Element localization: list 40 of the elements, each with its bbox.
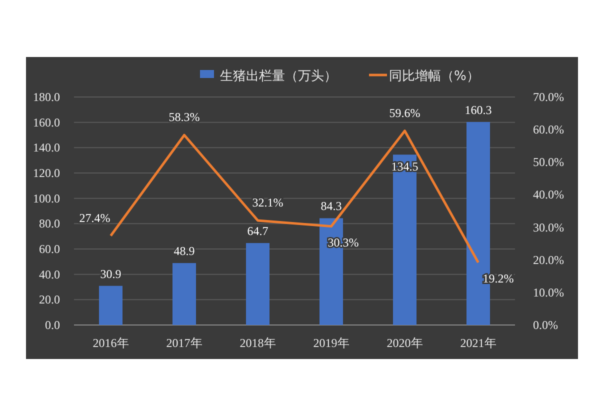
data-label: 58.3% xyxy=(168,110,200,124)
x-tick-label: 2020年 xyxy=(386,336,423,350)
y-tick-label: 140.0 xyxy=(33,140,60,155)
y-tick-label: 160.0 xyxy=(33,115,60,130)
y-tick-label: 100.0 xyxy=(33,191,60,206)
y-tick-label: 80.0 xyxy=(39,216,60,231)
y-tick-label: 180.0 xyxy=(33,90,60,104)
data-label: 48.9 xyxy=(174,244,195,258)
y-tick-label: 40.0 xyxy=(39,267,60,282)
x-tick-label: 2019年 xyxy=(313,336,350,350)
y2-tick-label: 70.0% xyxy=(533,90,564,104)
line-series xyxy=(110,130,480,264)
x-tick-label: 2018年 xyxy=(240,336,276,350)
y2-tick-label: 0.0% xyxy=(533,318,558,332)
data-label: 59.6% xyxy=(389,106,420,120)
y2-tick-label: 10.0% xyxy=(533,285,564,300)
y2-tick-label: 50.0% xyxy=(533,155,564,170)
y2-tick-label: 20.0% xyxy=(533,252,564,267)
legend-label: 同比增幅（%） xyxy=(389,69,480,84)
x-tick-label: 2016年 xyxy=(92,336,129,350)
y-tick-label: 20.0 xyxy=(39,292,60,307)
y-tick-label: 120.0 xyxy=(33,166,60,180)
data-label: 160.3 xyxy=(464,102,492,117)
data-label: 84.3 xyxy=(320,199,342,214)
data-label: 64.7 xyxy=(247,224,268,238)
x-tick-label: 2017年 xyxy=(166,336,202,350)
bar xyxy=(172,263,196,325)
bar xyxy=(98,286,123,325)
data-label: 30.9 xyxy=(100,266,122,281)
bar xyxy=(392,154,417,325)
y2-tick-label: 30.0% xyxy=(533,220,564,234)
y-tick-label: 60.0 xyxy=(39,242,60,256)
y2-tick-label: 60.0% xyxy=(533,122,564,137)
data-label: 27.4% xyxy=(79,210,110,225)
bar xyxy=(246,243,270,325)
y2-tick-label: 40.0% xyxy=(533,188,564,202)
y-tick-label: 0.0 xyxy=(45,318,60,332)
legend-label: 生猪出栏量（万头） xyxy=(220,69,337,84)
x-tick-label: 2021年 xyxy=(460,336,496,350)
data-label: 32.1% xyxy=(252,195,284,210)
